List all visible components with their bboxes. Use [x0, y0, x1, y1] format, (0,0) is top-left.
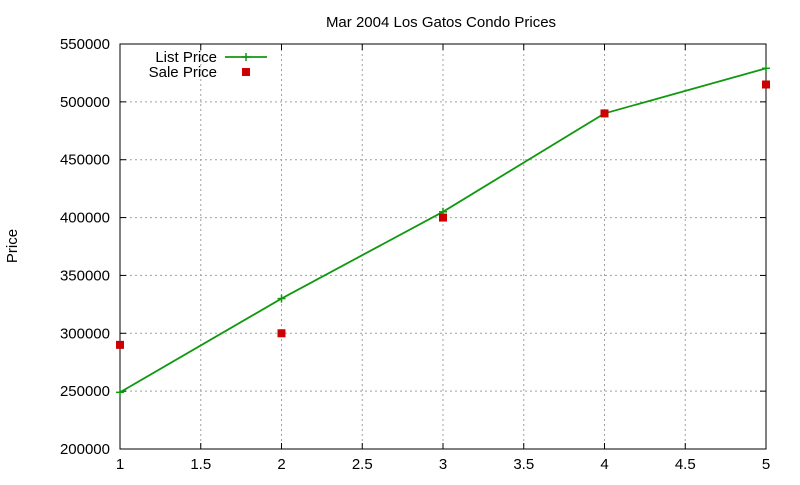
legend-item: List Price	[155, 49, 267, 66]
y-tick-label: 550000	[60, 36, 110, 53]
chart-title: Mar 2004 Los Gatos Condo Prices	[326, 14, 556, 31]
y-tick-label: 500000	[60, 94, 110, 111]
y-tick-label: 250000	[60, 383, 110, 400]
legend-label: Sale Price	[149, 64, 217, 81]
legend-marker	[242, 53, 250, 61]
y-tick-label: 200000	[60, 441, 110, 458]
data-point	[116, 340, 124, 349]
x-tick-label: 2.5	[352, 456, 373, 473]
axes: 1 1.5 2 2.5 3 3.5 4 4.5 5 200000 250000 300000 35000…	[60, 36, 770, 473]
y-tick-label: 450000	[60, 152, 110, 169]
legend-item: Sale Price	[149, 64, 250, 81]
x-tick-label: 3	[439, 456, 447, 473]
data-point	[277, 294, 286, 303]
series-sale-price	[116, 80, 770, 349]
data-point	[600, 109, 609, 118]
x-tick-label: 5	[762, 456, 770, 473]
x-tick-label: 4.5	[675, 456, 696, 473]
x-tick-label: 4	[600, 456, 608, 473]
data-point	[762, 80, 770, 89]
legend-marker	[242, 68, 250, 76]
legend-label: List Price	[155, 49, 217, 66]
y-tick-label: 350000	[60, 267, 110, 284]
data-point	[277, 329, 286, 338]
y-tick-label: 300000	[60, 325, 110, 342]
series-group	[116, 64, 770, 397]
data-point	[439, 213, 447, 222]
grid	[120, 44, 766, 449]
data-point	[116, 388, 124, 397]
y-axis-label: Price	[4, 229, 21, 263]
x-tick-label: 1	[116, 456, 124, 473]
y-tick-label: 400000	[60, 210, 110, 227]
data-point	[762, 64, 770, 73]
x-tick-label: 3.5	[513, 456, 534, 473]
x-tick-label: 1.5	[190, 456, 211, 473]
x-tick-label: 2	[277, 456, 285, 473]
